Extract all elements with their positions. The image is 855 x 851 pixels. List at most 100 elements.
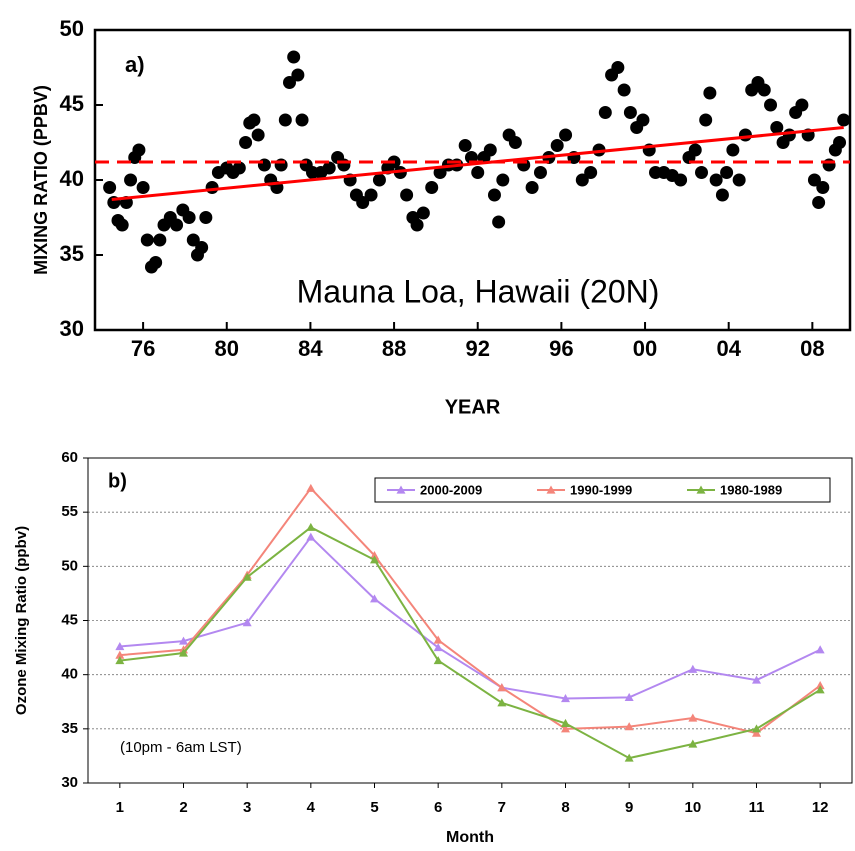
y-tick-label: 35 xyxy=(60,241,84,266)
data-point xyxy=(688,143,702,157)
data-point xyxy=(812,196,826,209)
data-point xyxy=(416,206,430,220)
data-point xyxy=(732,173,746,187)
series-marker xyxy=(433,635,443,644)
data-point xyxy=(726,143,740,157)
series-marker xyxy=(179,648,188,657)
x-tick-label: 96 xyxy=(549,336,573,361)
legend-label: 1980-1989 xyxy=(720,482,782,497)
data-point xyxy=(695,166,709,179)
data-point xyxy=(584,166,598,179)
y-tick-label: 35 xyxy=(61,720,78,737)
series-marker xyxy=(497,683,507,692)
series-marker xyxy=(624,722,634,731)
data-point xyxy=(703,86,717,100)
y-tick-label: 45 xyxy=(60,91,84,116)
data-point xyxy=(195,241,209,254)
data-point xyxy=(283,76,297,89)
x-tick-label: 5 xyxy=(370,799,378,816)
series-marker xyxy=(752,724,761,733)
data-point xyxy=(278,113,292,127)
data-point xyxy=(295,113,309,127)
data-point xyxy=(149,256,163,269)
data-point xyxy=(617,83,631,97)
series-marker xyxy=(242,618,252,627)
series-marker xyxy=(561,694,570,703)
data-point xyxy=(816,181,830,194)
series-marker xyxy=(306,532,316,541)
annotation: Mauna Loa, Hawaii (20N) xyxy=(297,273,660,309)
y-tick-label: 50 xyxy=(60,16,84,41)
data-point xyxy=(525,181,539,194)
y-tick-label: 60 xyxy=(61,449,78,466)
legend-label: 1990-1999 xyxy=(570,482,632,497)
series-marker xyxy=(306,522,316,531)
data-point xyxy=(623,106,637,119)
data-point xyxy=(103,181,117,194)
data-point xyxy=(833,136,847,149)
y-tick-label: 40 xyxy=(61,666,78,683)
series-marker xyxy=(433,643,443,652)
data-point xyxy=(251,128,265,142)
data-point xyxy=(807,173,821,187)
series-marker xyxy=(752,728,761,737)
series-marker xyxy=(370,594,379,603)
data-point xyxy=(170,218,184,232)
data-point xyxy=(364,188,378,202)
data-point xyxy=(550,139,564,152)
x-tick-label: 7 xyxy=(498,799,506,816)
data-point xyxy=(132,143,146,157)
y-tick-label: 50 xyxy=(61,557,78,574)
data-point xyxy=(257,158,271,172)
data-point xyxy=(483,143,497,157)
data-point xyxy=(433,166,447,179)
data-point xyxy=(559,128,573,142)
data-point xyxy=(199,211,213,224)
annotation: (10pm - 6am LST) xyxy=(120,739,242,756)
data-point xyxy=(425,181,439,194)
series-marker xyxy=(370,555,379,564)
legend-marker xyxy=(696,485,706,494)
legend-label: 2000-2009 xyxy=(420,482,482,497)
series-marker xyxy=(497,698,507,707)
x-tick-label: 8 xyxy=(561,799,569,816)
x-tick-label: 00 xyxy=(633,336,657,361)
data-point xyxy=(153,233,167,247)
data-point xyxy=(782,128,796,142)
x-tick-label: 4 xyxy=(307,799,316,816)
data-point xyxy=(575,173,589,187)
series-marker xyxy=(370,551,379,560)
data-point xyxy=(247,113,261,127)
data-point xyxy=(410,218,424,232)
y-tick-label: 40 xyxy=(60,166,84,191)
data-point xyxy=(239,136,253,149)
data-point xyxy=(715,188,729,202)
data-point xyxy=(372,173,386,187)
x-tick-label: 88 xyxy=(382,336,406,361)
x-tick-label: 12 xyxy=(812,799,829,816)
series-marker xyxy=(306,483,316,492)
series-marker xyxy=(115,642,125,651)
data-point xyxy=(611,61,625,74)
legend-marker xyxy=(396,485,406,494)
x-tick-label: 92 xyxy=(465,336,489,361)
x-tick-label: 84 xyxy=(298,336,323,361)
x-tick-label: 2 xyxy=(179,799,187,816)
data-point xyxy=(492,215,506,229)
data-point xyxy=(837,113,851,127)
x-tick-label: 80 xyxy=(215,336,239,361)
x-tick-label: 11 xyxy=(749,799,765,816)
series-line xyxy=(119,526,821,760)
series-marker xyxy=(242,572,252,581)
x-tick-label: 6 xyxy=(434,799,442,816)
y-tick-label: 55 xyxy=(61,503,78,520)
data-point xyxy=(458,139,472,152)
data-point xyxy=(674,173,688,187)
x-tick-label: 10 xyxy=(684,799,701,816)
series-marker xyxy=(115,656,125,665)
data-point xyxy=(182,211,196,224)
data-point xyxy=(738,128,752,142)
x-tick-label: 08 xyxy=(800,336,824,361)
